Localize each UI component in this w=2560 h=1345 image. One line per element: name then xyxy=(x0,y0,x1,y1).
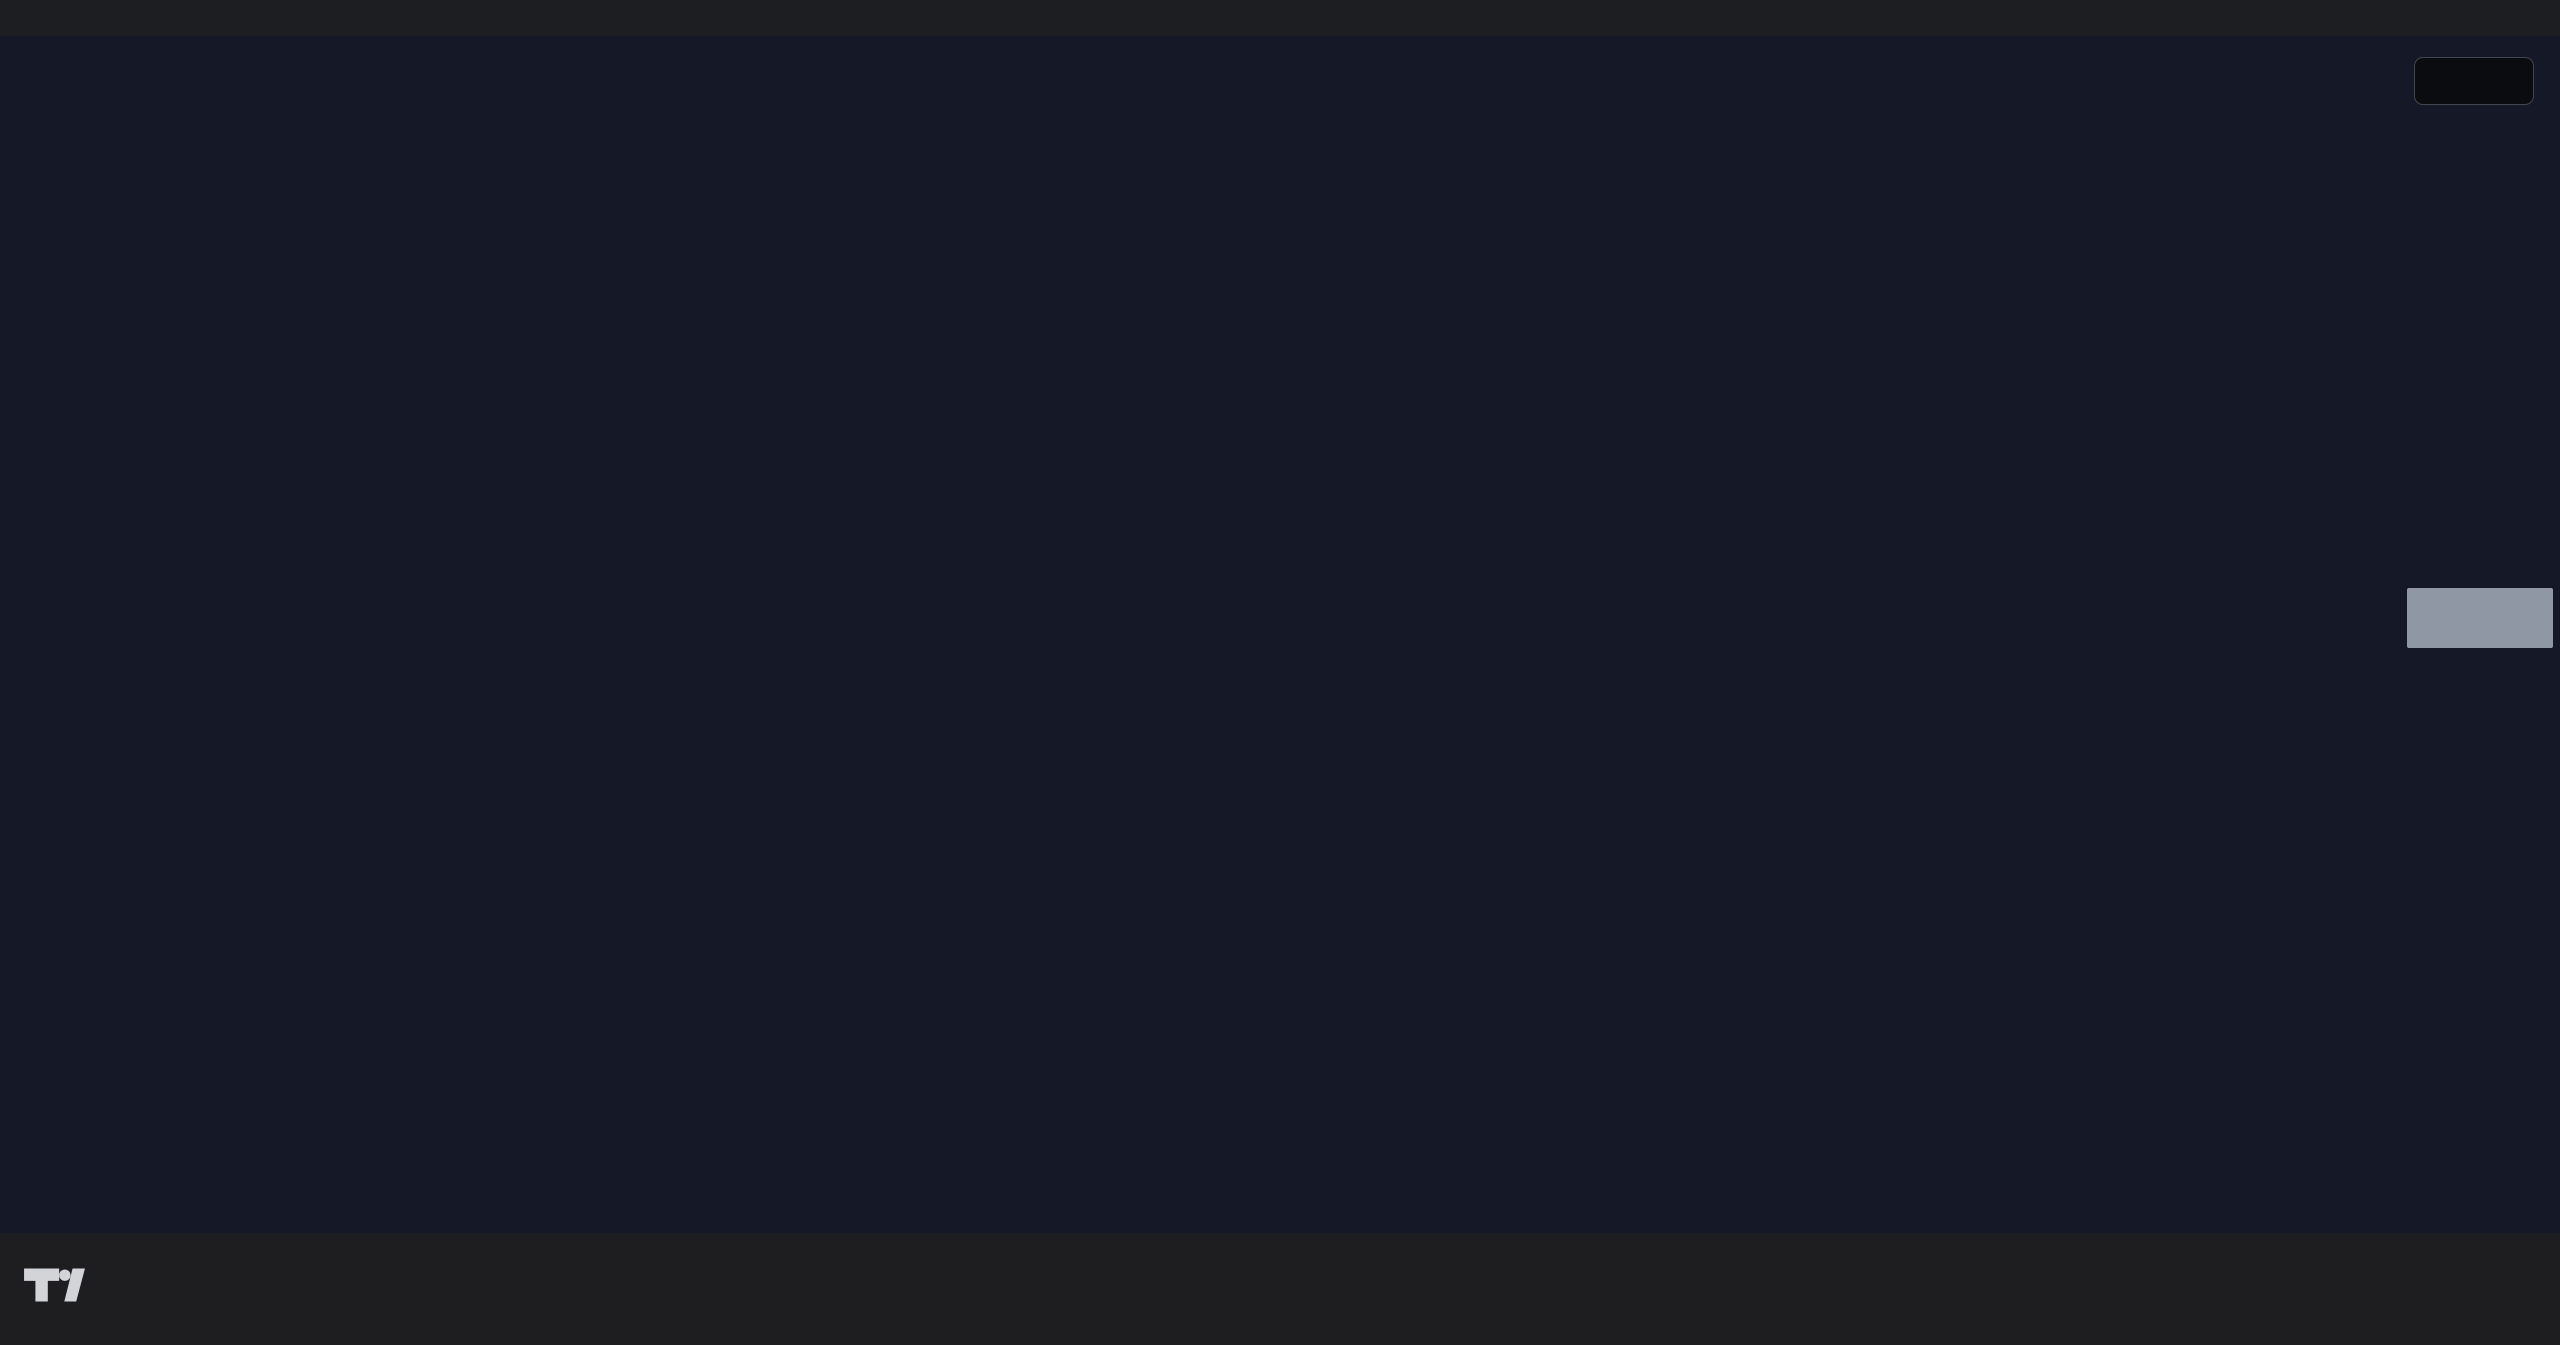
tradingview-logo[interactable] xyxy=(22,1258,102,1312)
last-price-label xyxy=(2407,588,2553,648)
tradingview-glyph-icon xyxy=(24,1268,85,1302)
chart-background xyxy=(0,36,2560,1233)
header-bar xyxy=(0,0,2560,36)
footer-bar xyxy=(0,1233,2560,1345)
currency-badge[interactable] xyxy=(2414,57,2534,105)
